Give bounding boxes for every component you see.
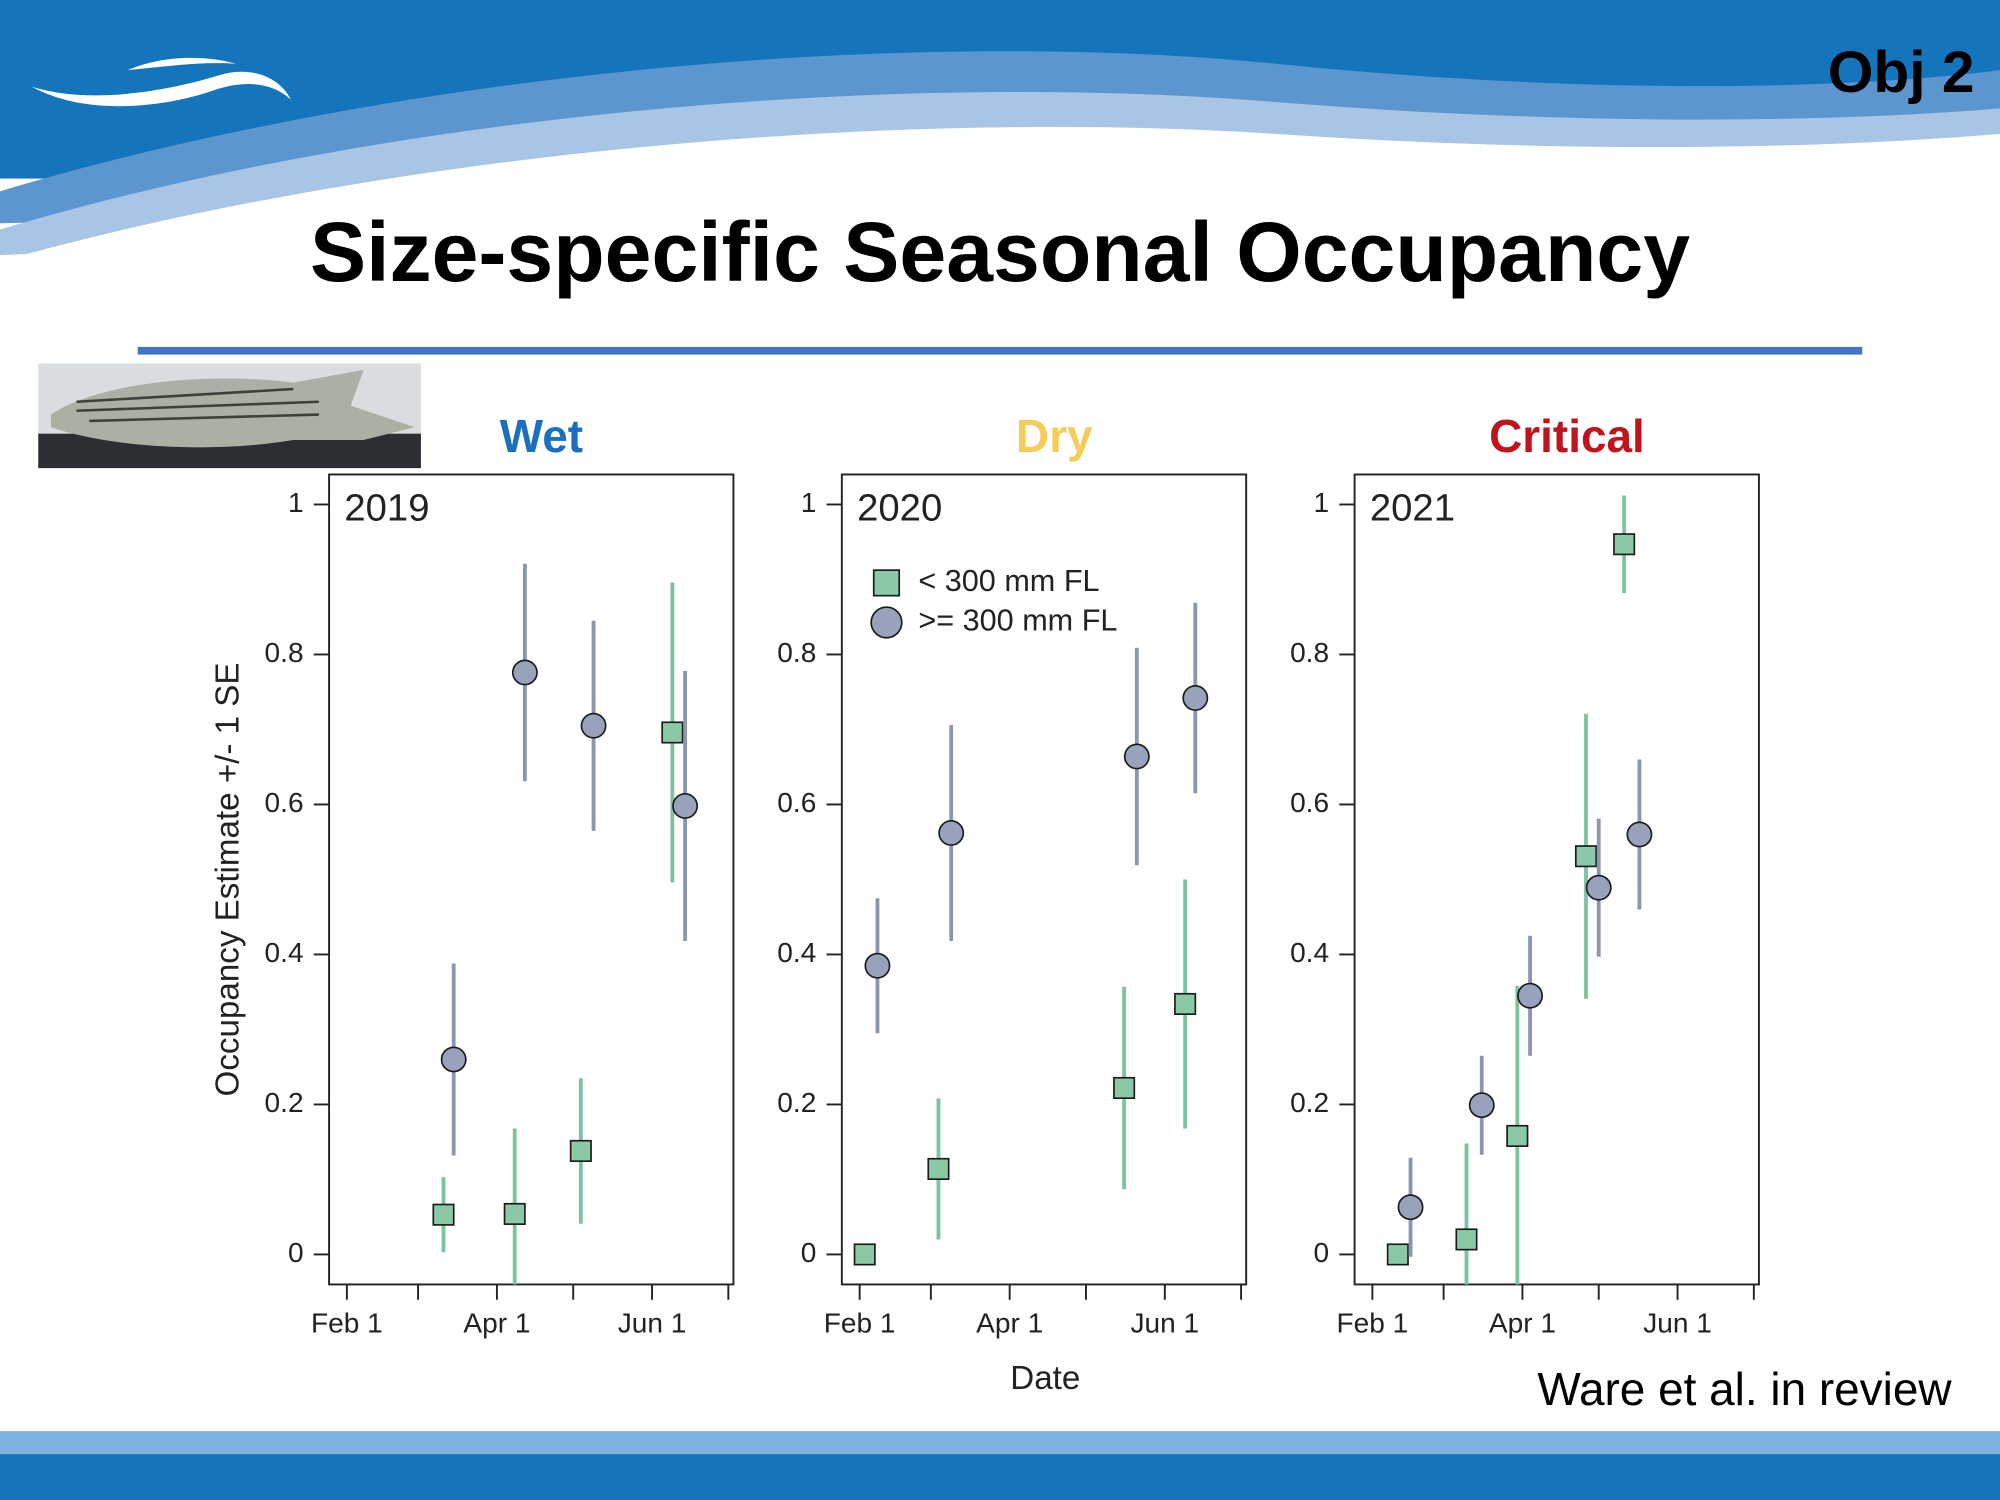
y-tick-label: 0	[288, 1237, 304, 1268]
x-tick-label: Jun 1	[618, 1308, 687, 1339]
y-tick-label: 0	[1313, 1237, 1329, 1268]
header-wave	[0, 126, 2000, 1500]
footer-band	[0, 1431, 2000, 1455]
title-rule	[137, 346, 1863, 355]
y-tick-label: 0.8	[777, 637, 816, 668]
data-point	[1626, 821, 1653, 848]
y-tick-label: 0.2	[1290, 1087, 1329, 1118]
plot-frame	[1353, 473, 1760, 1286]
x-tick-label: Feb 1	[311, 1308, 383, 1339]
panel-label: 2019	[344, 486, 429, 529]
y-tick-label: 0.6	[1290, 787, 1329, 818]
data-point	[580, 712, 607, 739]
y-tick-label: 0.6	[265, 787, 304, 818]
data-point	[1113, 1076, 1136, 1099]
plot-area	[1386, 495, 1653, 1285]
data-point	[1506, 1124, 1529, 1147]
plot-frame	[328, 473, 735, 1286]
data-point	[927, 1157, 950, 1180]
citation: Ware et al. in review	[1537, 1363, 1952, 1415]
data-point	[938, 820, 965, 846]
data-point	[1517, 982, 1544, 1009]
legend-marker	[870, 606, 903, 639]
y-tick-label: 0.8	[265, 637, 304, 668]
data-point	[1386, 1243, 1409, 1266]
plot-area	[853, 602, 1209, 1266]
footer-band	[0, 1454, 2000, 1500]
data-point	[511, 659, 538, 686]
logo	[31, 71, 291, 107]
legend-label: >= 300 mm FL	[918, 604, 1117, 638]
data-point	[661, 721, 684, 744]
data-point	[1174, 992, 1197, 1015]
chart-title: Dry	[1016, 410, 1093, 462]
y-tick-label: 0.4	[1290, 937, 1329, 968]
data-point	[432, 1203, 455, 1226]
y-tick-label: 1	[1313, 487, 1329, 518]
data-point	[1574, 845, 1598, 868]
plot-area	[432, 563, 699, 1285]
panel-label: 2021	[1370, 486, 1455, 529]
y-tick-label: 0.4	[777, 937, 816, 968]
slide-tag: Obj 2	[1828, 40, 1975, 105]
data-point	[1468, 1092, 1495, 1119]
y-tick-label: 1	[801, 487, 817, 518]
y-tick-label: 0.2	[265, 1087, 304, 1118]
x-tick-label: Jun 1	[1130, 1308, 1199, 1339]
data-point	[1397, 1194, 1424, 1221]
x-tick-label: Apr 1	[463, 1308, 530, 1339]
x-tick-label: Feb 1	[824, 1308, 896, 1339]
data-point	[1613, 533, 1636, 556]
fish-photo	[38, 363, 421, 469]
y-tick-label: 0	[801, 1237, 817, 1268]
x-tick-label: Feb 1	[1337, 1308, 1409, 1339]
y-tick-label: 0.2	[777, 1087, 816, 1118]
plot-frame	[840, 473, 1248, 1286]
chart-title: Critical	[1489, 410, 1645, 462]
data-point	[440, 1046, 467, 1073]
data-point	[1182, 685, 1209, 711]
data-point	[503, 1202, 526, 1225]
x-tick-label: Jun 1	[1643, 1308, 1712, 1339]
x-axis-label: Date	[1010, 1360, 1080, 1397]
y-tick-label: 0.6	[777, 787, 816, 818]
slide-title: Size-specific Seasonal Occupancy	[310, 205, 1690, 299]
y-axis-label: Occupancy Estimate +/- 1 SE	[209, 662, 246, 1096]
data-point	[1123, 743, 1150, 770]
data-point	[853, 1243, 876, 1266]
y-tick-label: 0.4	[265, 937, 304, 968]
y-tick-label: 0.8	[1290, 637, 1329, 668]
data-point	[1585, 874, 1612, 901]
x-tick-label: Apr 1	[1489, 1308, 1556, 1339]
legend-label: < 300 mm FL	[918, 564, 1099, 598]
data-point	[1455, 1228, 1478, 1251]
legend-marker	[872, 569, 901, 597]
y-tick-label: 1	[288, 487, 304, 518]
x-tick-label: Apr 1	[976, 1308, 1043, 1339]
data-point	[672, 793, 699, 819]
logo	[127, 57, 236, 71]
data-point	[569, 1139, 592, 1162]
chart-title: Wet	[500, 410, 583, 462]
data-point	[864, 952, 891, 979]
panel-label: 2020	[857, 486, 942, 529]
